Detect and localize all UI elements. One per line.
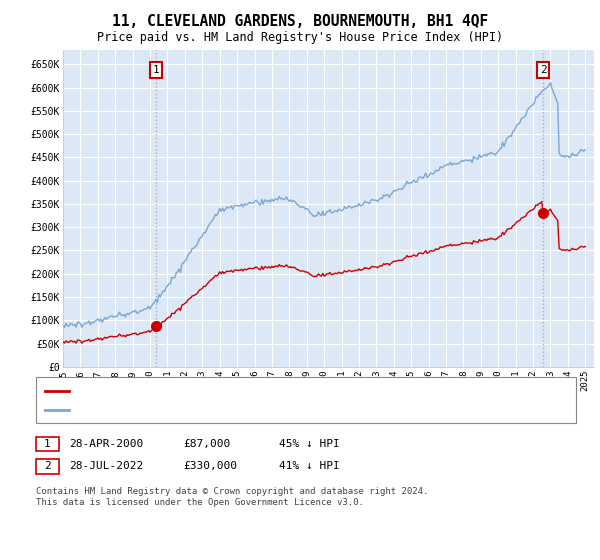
Text: 1: 1 [44, 439, 51, 449]
Text: 1: 1 [152, 65, 159, 75]
Text: HPI: Average price, detached house, Bournemouth Christchurch and Poole: HPI: Average price, detached house, Bour… [74, 405, 485, 415]
Text: 11, CLEVELAND GARDENS, BOURNEMOUTH, BH1 4QF (detached house): 11, CLEVELAND GARDENS, BOURNEMOUTH, BH1 … [74, 386, 426, 396]
Text: 41% ↓ HPI: 41% ↓ HPI [279, 461, 340, 472]
Text: Price paid vs. HM Land Registry's House Price Index (HPI): Price paid vs. HM Land Registry's House … [97, 31, 503, 44]
Text: 11, CLEVELAND GARDENS, BOURNEMOUTH, BH1 4QF: 11, CLEVELAND GARDENS, BOURNEMOUTH, BH1 … [112, 14, 488, 29]
Text: £330,000: £330,000 [183, 461, 237, 472]
Text: 28-JUL-2022: 28-JUL-2022 [69, 461, 143, 472]
Text: 28-APR-2000: 28-APR-2000 [69, 439, 143, 449]
Text: 2: 2 [44, 461, 51, 472]
Text: 45% ↓ HPI: 45% ↓ HPI [279, 439, 340, 449]
Text: Contains HM Land Registry data © Crown copyright and database right 2024.
This d: Contains HM Land Registry data © Crown c… [36, 487, 428, 507]
Text: 2: 2 [540, 65, 547, 75]
Text: £87,000: £87,000 [183, 439, 230, 449]
